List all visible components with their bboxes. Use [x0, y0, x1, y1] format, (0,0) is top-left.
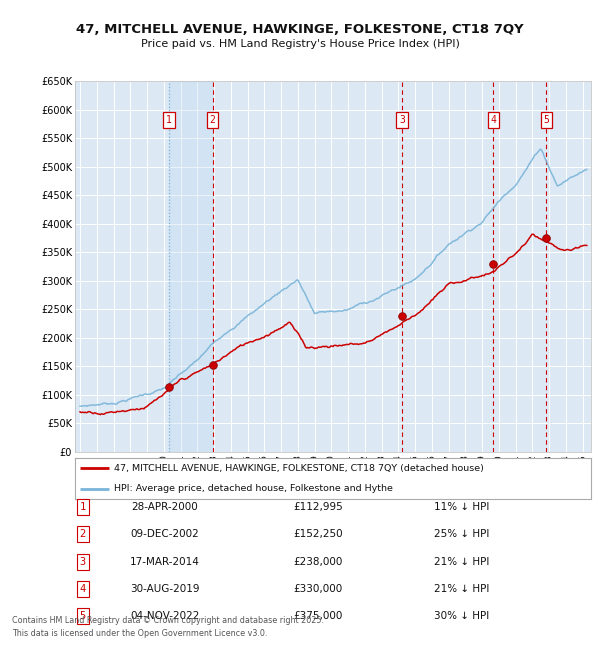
Text: 11% ↓ HPI: 11% ↓ HPI: [434, 502, 490, 512]
Text: 30-AUG-2019: 30-AUG-2019: [130, 584, 200, 594]
Text: 1: 1: [80, 502, 86, 512]
Text: 17-MAR-2014: 17-MAR-2014: [130, 556, 200, 567]
Text: 21% ↓ HPI: 21% ↓ HPI: [434, 584, 490, 594]
Text: This data is licensed under the Open Government Licence v3.0.: This data is licensed under the Open Gov…: [12, 629, 268, 638]
Text: 3: 3: [80, 556, 86, 567]
Text: 2: 2: [80, 529, 86, 539]
Text: £238,000: £238,000: [293, 556, 343, 567]
Text: 47, MITCHELL AVENUE, HAWKINGE, FOLKESTONE, CT18 7QY: 47, MITCHELL AVENUE, HAWKINGE, FOLKESTON…: [76, 23, 524, 36]
Text: 5: 5: [80, 611, 86, 621]
Text: 30% ↓ HPI: 30% ↓ HPI: [434, 611, 490, 621]
Text: 21% ↓ HPI: 21% ↓ HPI: [434, 556, 490, 567]
Text: 4: 4: [490, 115, 496, 125]
Text: 4: 4: [80, 584, 86, 594]
Text: 2: 2: [210, 115, 215, 125]
Text: £112,995: £112,995: [293, 502, 343, 512]
Text: £330,000: £330,000: [293, 584, 343, 594]
Text: 3: 3: [399, 115, 405, 125]
Text: £375,000: £375,000: [293, 611, 343, 621]
Text: £152,250: £152,250: [293, 529, 343, 539]
Text: 04-NOV-2022: 04-NOV-2022: [130, 611, 200, 621]
Text: HPI: Average price, detached house, Folkestone and Hythe: HPI: Average price, detached house, Folk…: [114, 484, 392, 493]
Text: 47, MITCHELL AVENUE, HAWKINGE, FOLKESTONE, CT18 7QY (detached house): 47, MITCHELL AVENUE, HAWKINGE, FOLKESTON…: [114, 464, 484, 473]
Text: 28-APR-2000: 28-APR-2000: [131, 502, 199, 512]
Text: Contains HM Land Registry data © Crown copyright and database right 2025.: Contains HM Land Registry data © Crown c…: [12, 616, 324, 625]
Bar: [169, 81, 213, 452]
Text: 25% ↓ HPI: 25% ↓ HPI: [434, 529, 490, 539]
Text: 09-DEC-2002: 09-DEC-2002: [131, 529, 199, 539]
Text: Price paid vs. HM Land Registry's House Price Index (HPI): Price paid vs. HM Land Registry's House …: [140, 39, 460, 49]
Text: 1: 1: [166, 115, 172, 125]
Text: 5: 5: [544, 115, 550, 125]
